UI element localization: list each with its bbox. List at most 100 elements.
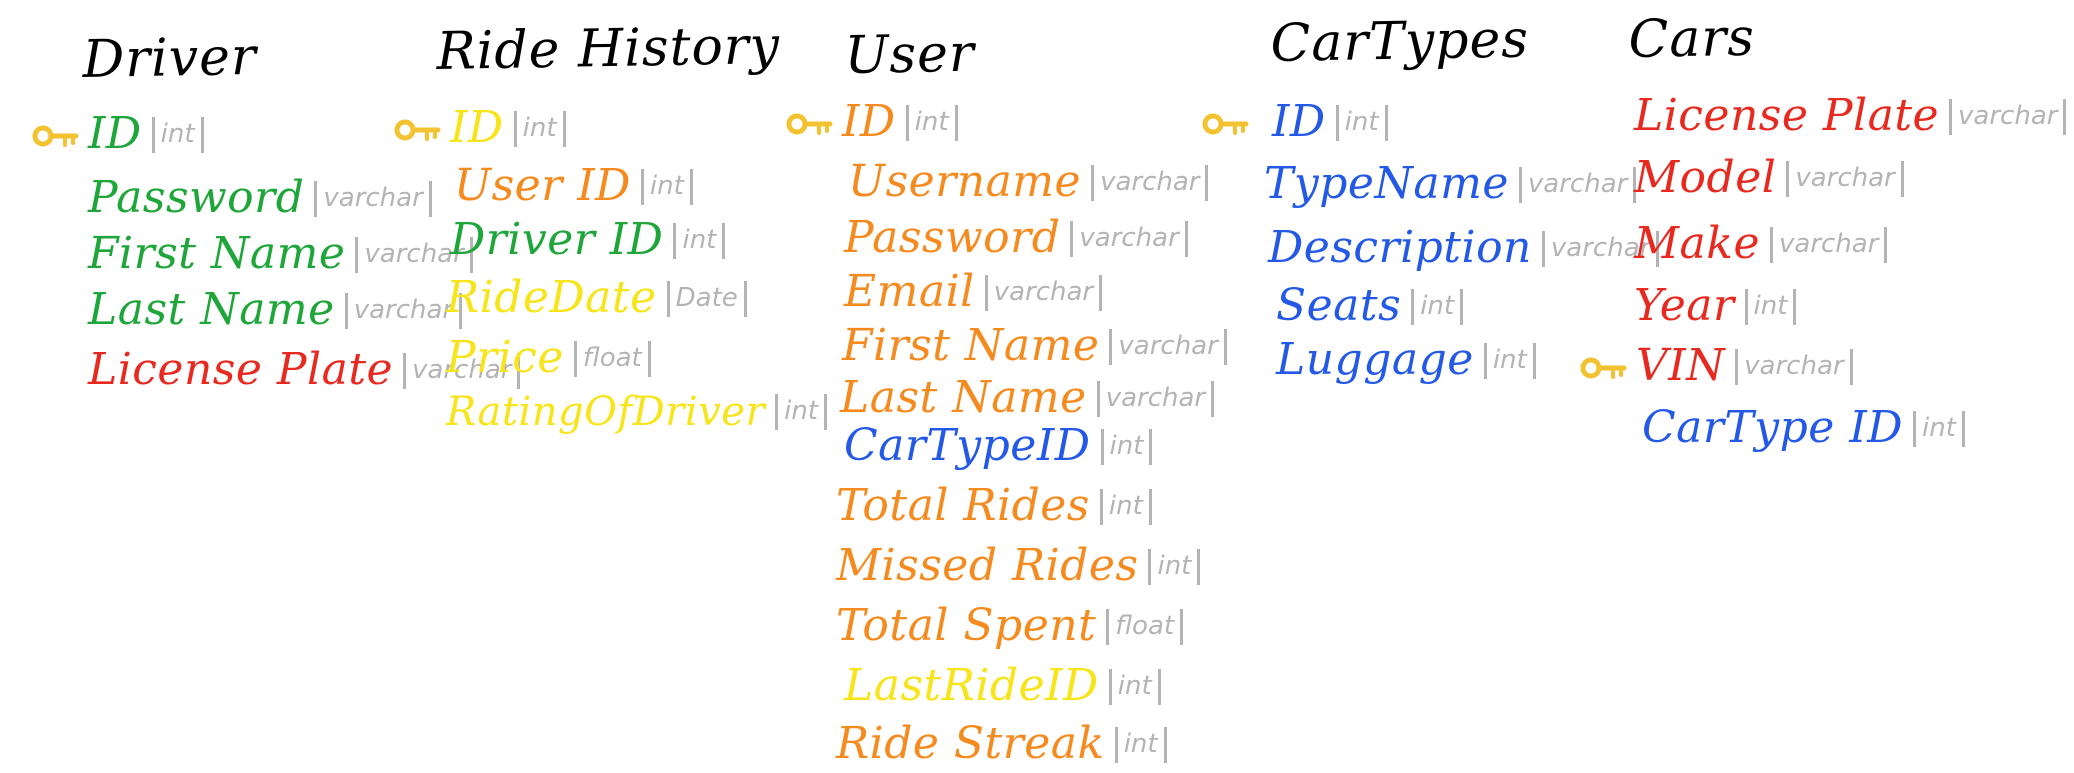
key-icon	[32, 125, 79, 147]
field-name: Make	[1634, 218, 1760, 269]
field-name: TypeName	[1264, 158, 1509, 209]
field-type: varchar	[355, 237, 473, 273]
field-name: Email	[844, 266, 975, 317]
field-row: First Name varchar	[842, 324, 1227, 371]
field-name: ID	[88, 108, 142, 159]
field-row: CarType ID int	[1642, 406, 1965, 453]
key-icon	[786, 113, 833, 135]
field-type: varchar	[1949, 99, 2067, 135]
field-row: Luggage int	[1276, 338, 1536, 385]
field-row: Make varchar	[1634, 218, 1888, 269]
field-row: RideDate Date	[446, 276, 747, 323]
field-type: int	[640, 169, 693, 205]
field-row: Email varchar	[844, 266, 1103, 317]
field-row: ID int	[786, 100, 958, 147]
field-type: int	[1913, 411, 1965, 447]
field-type: int	[1100, 429, 1153, 465]
field-type: varchar	[344, 293, 463, 329]
field-row: First Name varchar	[88, 232, 473, 279]
field-type: varchar	[1109, 329, 1227, 365]
field-name: Missed Rides	[836, 540, 1139, 591]
field-row: Year int	[1634, 280, 1797, 331]
field-row: Price float	[446, 336, 651, 383]
field-type: varchar	[403, 353, 521, 389]
field-row: RatingOfDriver int	[446, 392, 827, 436]
key-icon	[394, 119, 441, 141]
field-name: Description	[1268, 222, 1532, 273]
field-row: TypeName varchar	[1264, 158, 1637, 209]
field-type: varchar	[1770, 227, 1888, 263]
field-row: License Plate varchar	[1634, 90, 2067, 141]
field-name: VIN	[1636, 340, 1726, 391]
table-title: Ride History	[436, 16, 781, 82]
field-type: float	[1106, 609, 1184, 645]
field-row: Seats int	[1276, 280, 1464, 331]
field-name: Seats	[1276, 280, 1402, 331]
field-name: Total Spent	[836, 600, 1097, 651]
field-name: ID	[1272, 96, 1326, 147]
field-name: Driver ID	[450, 214, 664, 265]
field-row: ID int	[32, 112, 204, 159]
field-type: int	[1108, 669, 1161, 705]
field-type: int	[1335, 105, 1388, 141]
field-name: Luggage	[1276, 334, 1474, 385]
field-type: int	[1099, 489, 1152, 525]
field-type: varchar	[1518, 167, 1637, 203]
table-title: Driver	[82, 26, 258, 90]
field-row: Driver ID int	[450, 214, 726, 265]
field-type: int	[1114, 727, 1167, 763]
field-type: int	[1411, 289, 1464, 325]
field-name: Total Rides	[836, 480, 1090, 531]
field-name: CarTypeID	[844, 420, 1091, 471]
field-row: ID int	[1202, 100, 1388, 147]
field-type: varchar	[1541, 231, 1660, 267]
field-type: varchar	[1091, 165, 1209, 201]
field-row: VIN varchar	[1580, 344, 1853, 391]
field-row: Ride Streak int	[836, 722, 1167, 769]
field-row: Password varchar	[844, 216, 1188, 263]
field-row: CarTypeID int	[844, 420, 1153, 471]
field-name: User ID	[454, 160, 631, 211]
field-row: Total Rides int	[836, 484, 1152, 531]
field-type: varchar	[1786, 161, 1904, 197]
field-type: varchar	[1735, 349, 1853, 385]
field-name: First Name	[842, 320, 1100, 371]
field-type: varchar	[984, 275, 1103, 311]
table-title: Cars	[1628, 7, 1756, 70]
field-name: License Plate	[1634, 90, 1940, 141]
field-name: First Name	[88, 228, 346, 279]
field-name: Password	[844, 212, 1061, 263]
key-icon	[1202, 113, 1249, 135]
field-type: varchar	[1096, 381, 1215, 417]
field-name: License Plate	[88, 344, 394, 395]
field-row: Description varchar	[1268, 222, 1660, 273]
field-type: varchar	[1070, 221, 1188, 257]
field-type: Date	[666, 281, 747, 317]
field-row: LastRideID int	[844, 664, 1161, 711]
field-row: Model varchar	[1634, 156, 1904, 203]
field-name: Ride Streak	[836, 718, 1105, 769]
field-name: Price	[446, 332, 564, 383]
field-name: ID	[450, 102, 504, 153]
field-row: License Plate varchar	[88, 344, 521, 395]
field-name: RideDate	[446, 272, 657, 323]
field-row: Total Spent float	[836, 600, 1184, 651]
field-name: Password	[88, 172, 305, 223]
field-name: Last Name	[840, 372, 1087, 423]
field-row: Username varchar	[848, 160, 1209, 207]
field-name: Last Name	[88, 284, 335, 335]
field-name: RatingOfDriver	[446, 389, 766, 435]
key-icon	[1580, 357, 1627, 379]
field-type: int	[673, 223, 726, 259]
field-row: Password varchar	[88, 176, 432, 223]
field-row: User ID int	[454, 164, 693, 211]
field-name: LastRideID	[844, 660, 1099, 711]
field-row: ID int	[394, 106, 566, 153]
field-type: int	[905, 105, 958, 141]
field-name: ID	[842, 96, 896, 147]
field-name: Year	[1634, 280, 1735, 331]
table-title: CarTypes	[1270, 9, 1530, 74]
field-type: int	[775, 394, 827, 430]
field-type: int	[1744, 289, 1797, 325]
field-type: int	[1148, 549, 1201, 585]
